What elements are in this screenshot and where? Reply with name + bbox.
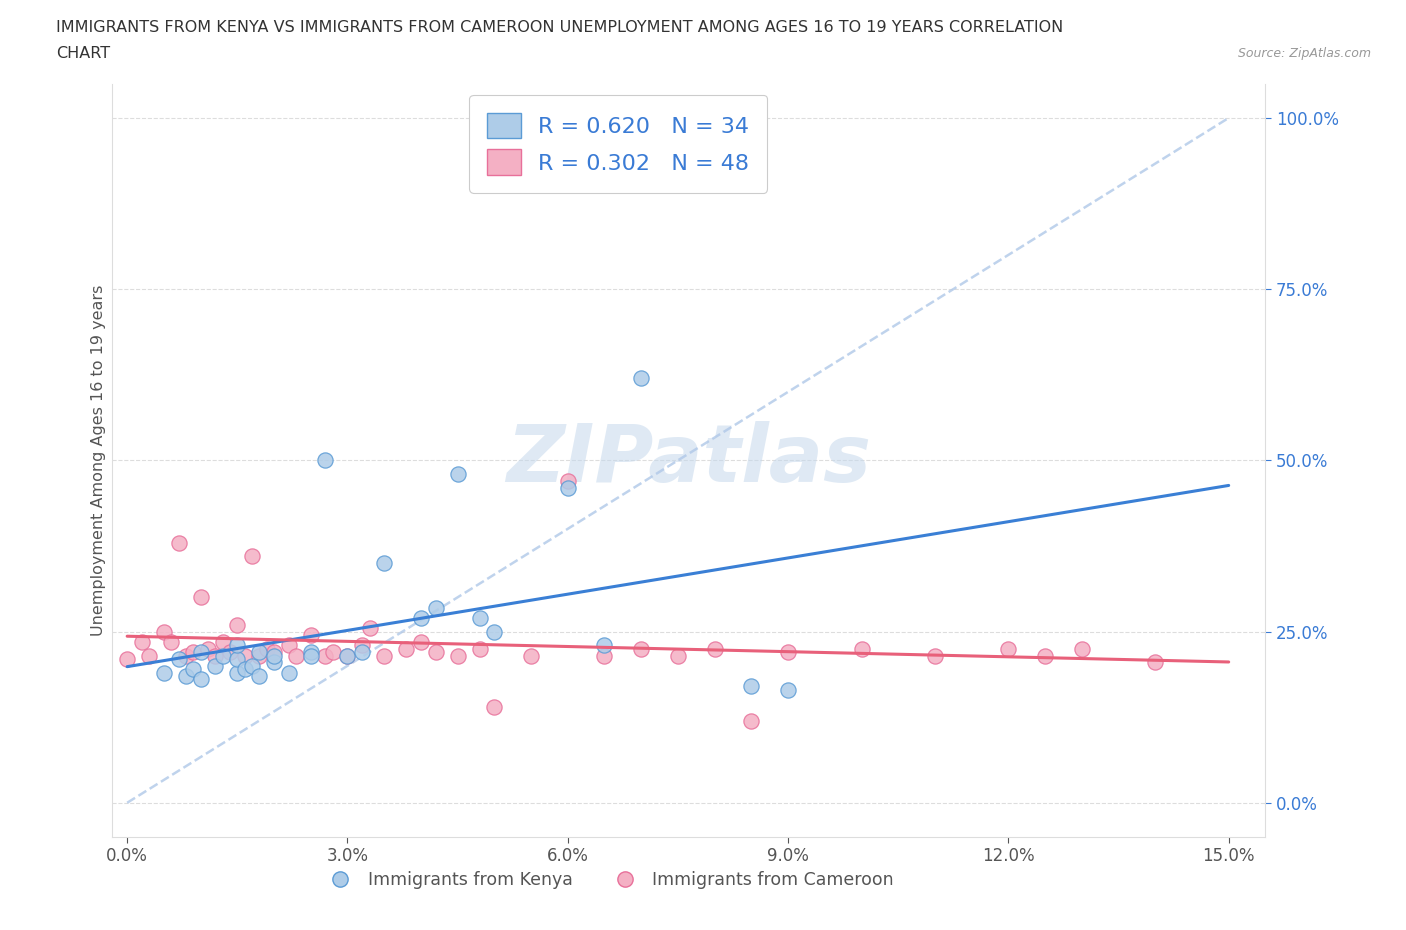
Point — [256, 642, 278, 657]
Point — [190, 590, 212, 604]
Point — [263, 644, 285, 659]
Point — [997, 642, 1019, 657]
Point — [226, 665, 249, 680]
Point — [703, 642, 725, 657]
Point — [299, 628, 322, 643]
Point — [373, 648, 395, 663]
Point — [778, 644, 800, 659]
Point — [219, 644, 242, 659]
Point — [446, 467, 468, 482]
Point — [247, 669, 270, 684]
Point — [181, 662, 204, 677]
Point — [153, 624, 176, 639]
Point — [233, 648, 256, 663]
Point — [167, 535, 190, 550]
Point — [226, 638, 249, 653]
Point — [409, 634, 432, 649]
Point — [409, 610, 432, 625]
Point — [352, 644, 374, 659]
Text: CHART: CHART — [56, 46, 110, 61]
Point — [115, 652, 138, 667]
Point — [1144, 655, 1167, 670]
Point — [190, 672, 212, 687]
Point — [468, 642, 491, 657]
Point — [211, 648, 233, 663]
Point — [204, 648, 226, 663]
Point — [299, 644, 322, 659]
Point — [336, 648, 359, 663]
Point — [520, 648, 543, 663]
Point — [740, 713, 762, 728]
Text: ZIPatlas: ZIPatlas — [506, 421, 872, 499]
Point — [299, 648, 322, 663]
Point — [167, 652, 190, 667]
Point — [181, 644, 204, 659]
Point — [557, 480, 579, 495]
Point — [851, 642, 873, 657]
Point — [425, 644, 447, 659]
Point — [666, 648, 689, 663]
Point — [263, 655, 285, 670]
Point — [233, 662, 256, 677]
Point — [277, 665, 299, 680]
Point — [468, 610, 491, 625]
Point — [174, 669, 197, 684]
Point — [226, 652, 249, 667]
Point — [425, 600, 447, 615]
Point — [240, 658, 263, 673]
Point — [240, 549, 263, 564]
Point — [593, 638, 616, 653]
Point — [630, 371, 652, 386]
Point — [352, 638, 374, 653]
Point — [190, 644, 212, 659]
Point — [211, 634, 233, 649]
Point — [924, 648, 946, 663]
Point — [484, 624, 506, 639]
Point — [593, 648, 616, 663]
Point — [740, 679, 762, 694]
Point — [322, 644, 344, 659]
Text: Source: ZipAtlas.com: Source: ZipAtlas.com — [1237, 46, 1371, 60]
Point — [1070, 642, 1092, 657]
Legend: Immigrants from Kenya, Immigrants from Cameroon: Immigrants from Kenya, Immigrants from C… — [315, 864, 901, 897]
Point — [197, 642, 219, 657]
Point — [557, 473, 579, 488]
Point — [336, 648, 359, 663]
Point — [247, 648, 270, 663]
Point — [153, 665, 176, 680]
Point — [247, 644, 270, 659]
Point — [138, 648, 160, 663]
Point — [359, 620, 381, 635]
Point — [204, 658, 226, 673]
Y-axis label: Unemployment Among Ages 16 to 19 years: Unemployment Among Ages 16 to 19 years — [91, 285, 105, 636]
Point — [314, 453, 336, 468]
Point — [285, 648, 308, 663]
Point — [226, 618, 249, 632]
Point — [446, 648, 468, 663]
Point — [630, 642, 652, 657]
Point — [373, 555, 395, 570]
Point — [778, 683, 800, 698]
Point — [314, 648, 336, 663]
Point — [395, 642, 418, 657]
Point — [131, 634, 153, 649]
Point — [484, 699, 506, 714]
Point — [174, 648, 197, 663]
Point — [277, 638, 299, 653]
Text: IMMIGRANTS FROM KENYA VS IMMIGRANTS FROM CAMEROON UNEMPLOYMENT AMONG AGES 16 TO : IMMIGRANTS FROM KENYA VS IMMIGRANTS FROM… — [56, 20, 1063, 35]
Point — [160, 634, 183, 649]
Point — [263, 648, 285, 663]
Point — [1033, 648, 1056, 663]
